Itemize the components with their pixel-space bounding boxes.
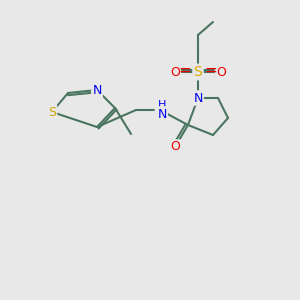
Text: O: O bbox=[216, 65, 226, 79]
Text: H
N: H N bbox=[156, 99, 164, 121]
Text: S: S bbox=[194, 65, 202, 79]
Text: =: = bbox=[178, 62, 191, 77]
Text: N: N bbox=[157, 107, 167, 121]
Text: S: S bbox=[48, 106, 56, 118]
Text: H: H bbox=[158, 100, 166, 110]
Text: N: N bbox=[193, 92, 203, 104]
Text: O: O bbox=[170, 65, 180, 79]
Text: O: O bbox=[170, 140, 180, 154]
Text: =: = bbox=[205, 62, 218, 77]
Text: N: N bbox=[92, 83, 102, 97]
